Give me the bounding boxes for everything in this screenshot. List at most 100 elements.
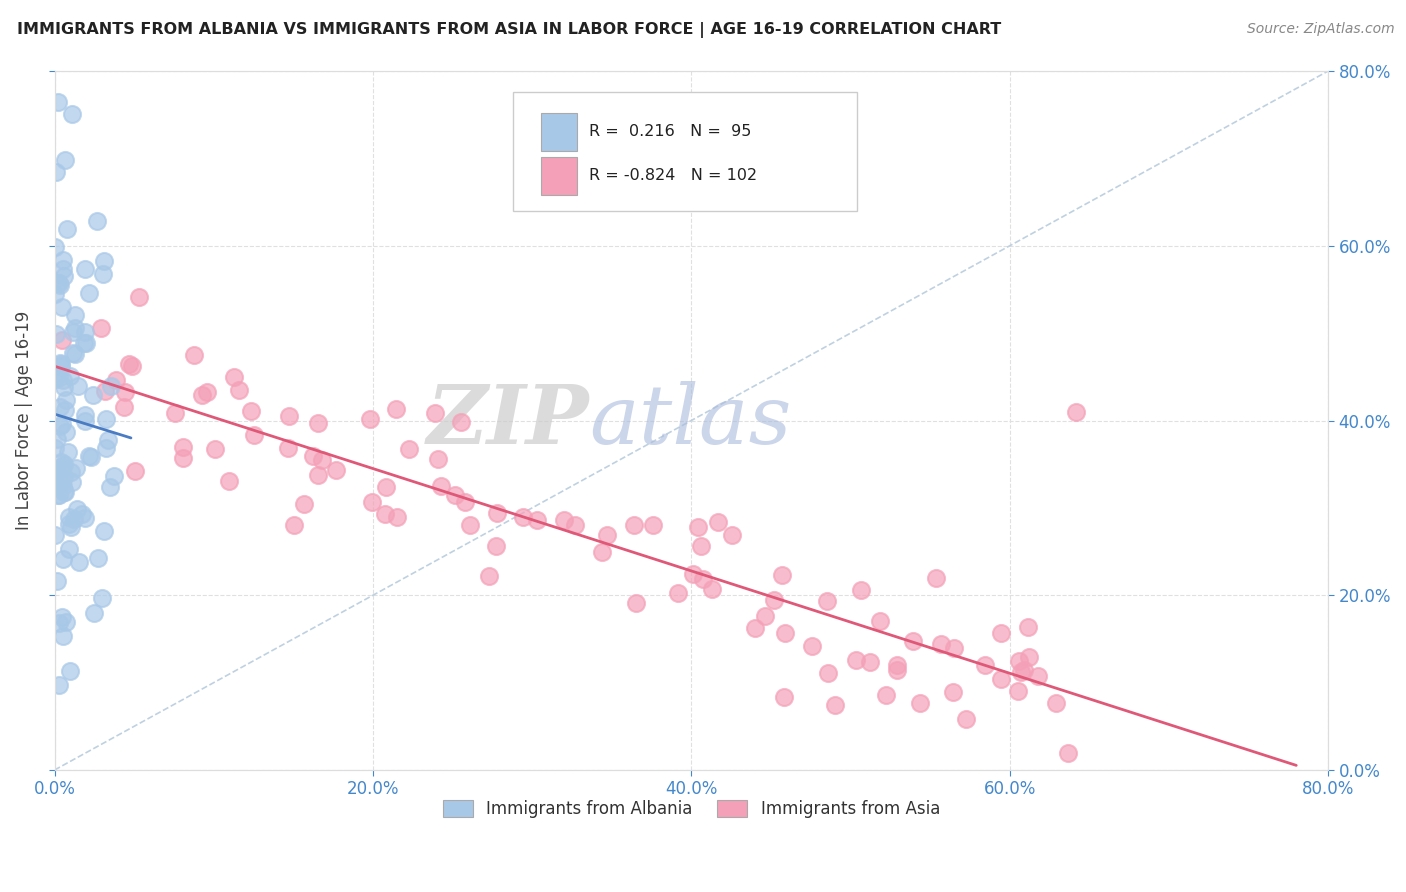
Point <box>901 634 924 648</box>
Point <box>526 513 548 527</box>
Point <box>52 262 75 277</box>
Point <box>58 516 80 531</box>
Point <box>112 400 135 414</box>
Point <box>191 388 214 402</box>
Point <box>97 434 120 448</box>
Point <box>307 468 329 483</box>
Point <box>51 610 73 624</box>
Point <box>815 593 838 607</box>
Text: ZIP: ZIP <box>427 381 589 460</box>
Legend: Immigrants from Albania, Immigrants from Asia: Immigrants from Albania, Immigrants from… <box>436 793 946 824</box>
Point <box>100 378 122 392</box>
Point <box>55 392 77 407</box>
Point <box>1017 620 1039 634</box>
Point <box>49 356 72 370</box>
Point <box>1010 665 1032 679</box>
Text: IMMIGRANTS FROM ALBANIA VS IMMIGRANTS FROM ASIA IN LABOR FORCE | AGE 16-19 CORRE: IMMIGRANTS FROM ALBANIA VS IMMIGRANTS FR… <box>17 22 1001 38</box>
Point <box>46 574 69 588</box>
Point <box>824 698 846 712</box>
Point <box>52 253 75 268</box>
Point <box>374 507 396 521</box>
Point <box>49 419 72 434</box>
Point <box>75 325 97 339</box>
Point <box>485 539 508 553</box>
Point <box>51 417 73 432</box>
Point <box>478 569 501 583</box>
Point <box>52 628 75 642</box>
Point <box>53 403 76 417</box>
Point <box>851 583 873 598</box>
Point <box>307 416 329 430</box>
Point <box>423 406 446 420</box>
Point <box>183 348 205 362</box>
Point <box>103 468 125 483</box>
Point <box>325 463 347 477</box>
Point <box>450 415 472 429</box>
Point <box>83 606 105 620</box>
Point <box>48 678 70 692</box>
Point <box>666 585 689 599</box>
Point <box>49 400 72 414</box>
Point <box>65 460 87 475</box>
Point <box>990 672 1012 686</box>
Y-axis label: In Labor Force | Age 16-19: In Labor Force | Age 16-19 <box>15 311 32 530</box>
Point <box>53 484 76 499</box>
Point <box>90 321 112 335</box>
Point <box>886 663 908 677</box>
Point <box>1026 669 1049 683</box>
Point <box>277 442 299 456</box>
Point <box>49 359 72 373</box>
Point <box>359 412 381 426</box>
Point <box>51 466 73 480</box>
Point <box>973 658 995 673</box>
Point <box>100 480 122 494</box>
Point <box>990 625 1012 640</box>
Point <box>44 287 66 301</box>
Point <box>52 551 75 566</box>
Point <box>66 379 89 393</box>
Point <box>73 510 96 524</box>
Text: R =  0.216   N =  95: R = 0.216 N = 95 <box>589 124 752 139</box>
Point <box>46 276 69 290</box>
Point <box>772 690 794 705</box>
Point <box>591 545 613 559</box>
Point <box>49 278 72 293</box>
Point <box>77 285 100 300</box>
Point <box>51 463 73 477</box>
Point <box>73 335 96 350</box>
Point <box>44 442 66 456</box>
Point <box>1012 663 1035 677</box>
FancyBboxPatch shape <box>541 113 576 152</box>
Point <box>292 497 315 511</box>
Point <box>553 513 575 527</box>
Point <box>59 664 82 678</box>
Point <box>56 445 79 459</box>
Point <box>361 495 384 509</box>
Point <box>94 411 117 425</box>
Point <box>94 441 117 455</box>
Point <box>485 506 508 520</box>
Point <box>46 95 69 109</box>
Point <box>114 384 136 399</box>
Point <box>302 449 325 463</box>
Point <box>700 582 723 597</box>
Point <box>60 475 83 489</box>
Point <box>444 488 467 502</box>
Point <box>770 568 793 582</box>
Point <box>45 165 67 179</box>
Point <box>45 327 67 342</box>
Point <box>82 387 104 401</box>
Point <box>53 153 76 167</box>
Point <box>121 359 143 374</box>
Point <box>692 572 714 586</box>
Point <box>278 409 301 423</box>
Point <box>48 616 70 631</box>
Point <box>754 608 776 623</box>
Point <box>165 406 187 420</box>
Point <box>44 528 66 542</box>
Point <box>195 385 218 400</box>
Point <box>94 384 117 398</box>
Point <box>243 428 266 442</box>
Point <box>596 528 619 542</box>
Point <box>73 408 96 422</box>
